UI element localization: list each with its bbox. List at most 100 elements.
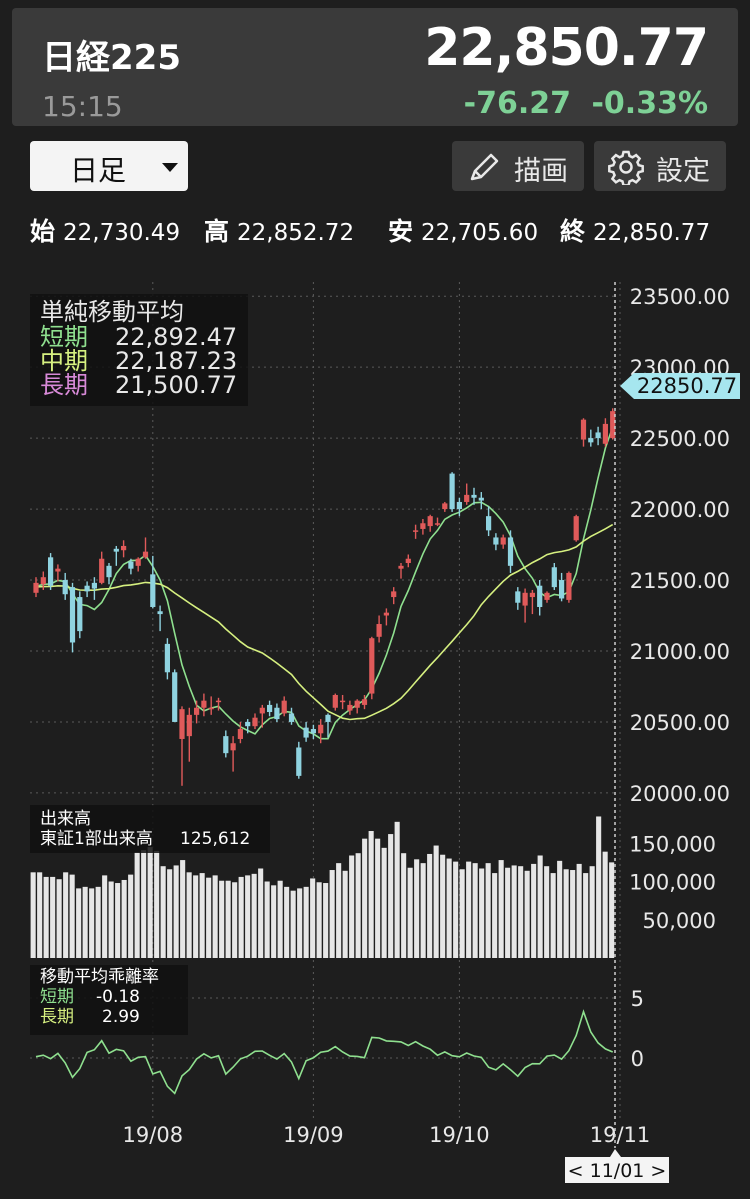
candle (449, 472, 455, 512)
price-tick-label: 23500.00 (630, 285, 730, 309)
volume-bar (69, 874, 75, 958)
legend-mid-value: 22,187.23 (115, 347, 237, 375)
volume-bar (511, 865, 517, 958)
date-tick-label: 19/09 (283, 1123, 344, 1147)
volume-bar (602, 851, 608, 958)
volume-bar (388, 834, 394, 958)
deviation-lines (35, 1009, 614, 1095)
ohlc-low: 安 22,705.60 (388, 217, 539, 246)
candle (551, 562, 557, 590)
candle (559, 572, 565, 602)
volume-bar (238, 876, 244, 958)
volume-bar (544, 866, 550, 958)
candle (48, 553, 54, 590)
legend-long-name: 長期 (40, 371, 88, 399)
candle (281, 696, 287, 717)
volume-bar (82, 886, 88, 958)
price-tick-label: 21500.00 (630, 569, 730, 593)
volume-bar (310, 878, 316, 958)
candle (201, 693, 207, 717)
volume-bar (297, 888, 303, 958)
change-percent: -0.33% (591, 86, 708, 121)
deviation-tick-label: 0 (631, 1047, 644, 1071)
candle (164, 638, 170, 680)
candle (610, 408, 616, 440)
candle (230, 736, 236, 772)
last-price-tag: 22850.77 (620, 373, 740, 399)
volume-bar (453, 861, 459, 958)
volume-bar (492, 873, 498, 958)
volume-bar (583, 873, 589, 958)
volume-bar (37, 872, 43, 958)
volume-bar (251, 873, 257, 958)
volume-bar (219, 880, 225, 958)
volume-bar (563, 869, 569, 958)
volume-bar (420, 863, 426, 958)
volume-bar (180, 860, 186, 958)
volume-bar (433, 845, 439, 958)
candle (172, 669, 178, 722)
volume-bar (505, 867, 511, 958)
candle (194, 700, 200, 724)
pencil-icon (470, 153, 499, 181)
candle (296, 741, 302, 779)
candle (33, 577, 39, 598)
deviation-legend-short-name: 短期 (40, 987, 74, 1007)
chevron-down-icon (162, 163, 178, 172)
candle (84, 581, 90, 598)
candle (413, 524, 419, 539)
settings-label: 設定 (656, 156, 710, 187)
volume-bar (550, 873, 556, 958)
volume-bar (141, 850, 147, 958)
volume-bar (440, 854, 446, 958)
ohlc-open: 始 22,730.49 (30, 217, 181, 246)
candle (398, 562, 404, 579)
volume-bar (225, 880, 231, 958)
volume-bar (537, 855, 543, 958)
candle (99, 551, 105, 585)
deviation-legend-long-value: 2.99 (102, 1007, 140, 1027)
candle (456, 497, 462, 517)
period-dropdown[interactable]: 日足 (30, 141, 188, 191)
volume-bar (336, 863, 342, 958)
candle (310, 724, 316, 739)
candle (602, 418, 608, 447)
volume-bar (407, 867, 413, 958)
settings-button[interactable]: 設定 (594, 141, 726, 191)
candle (573, 514, 579, 542)
candle (267, 700, 273, 717)
volume-bar (193, 875, 199, 958)
volume-bar (303, 886, 309, 958)
candle (106, 562, 112, 585)
volume-bar (401, 853, 407, 958)
date-tick-label: 19/08 (123, 1123, 184, 1147)
volume-bar (414, 859, 420, 958)
candle (186, 707, 192, 762)
candle (442, 501, 448, 512)
candle (544, 591, 550, 603)
volume-bar (355, 853, 361, 958)
legend-mid-name: 中期 (40, 347, 88, 375)
date-axis: 19/08 19/09 19/10 19/11 (123, 1123, 651, 1147)
volume-bar (316, 882, 322, 958)
volume-bar (115, 883, 121, 958)
draw-label: 描画 (514, 156, 568, 187)
candle (464, 483, 470, 505)
legend-long-value: 21,500.77 (115, 371, 237, 399)
volume-bars (30, 816, 615, 958)
volume-bar (368, 831, 374, 958)
volume-bar (167, 869, 173, 958)
draw-button[interactable]: 描画 (452, 141, 584, 191)
volume-bar (63, 872, 69, 958)
volume-axis: 150,000 100,000 50,000 (629, 832, 716, 933)
volume-bar (427, 853, 433, 958)
volume-bar (459, 869, 465, 958)
volume-bar (258, 868, 264, 958)
volume-bar (128, 874, 134, 958)
volume-bar (446, 858, 452, 958)
volume-bar (121, 879, 127, 958)
candle (142, 537, 149, 559)
ohlc-high: 高 22,852.72 (204, 217, 355, 246)
volume-legend: 出来高 東証1部出来高 125,612 (30, 805, 270, 853)
